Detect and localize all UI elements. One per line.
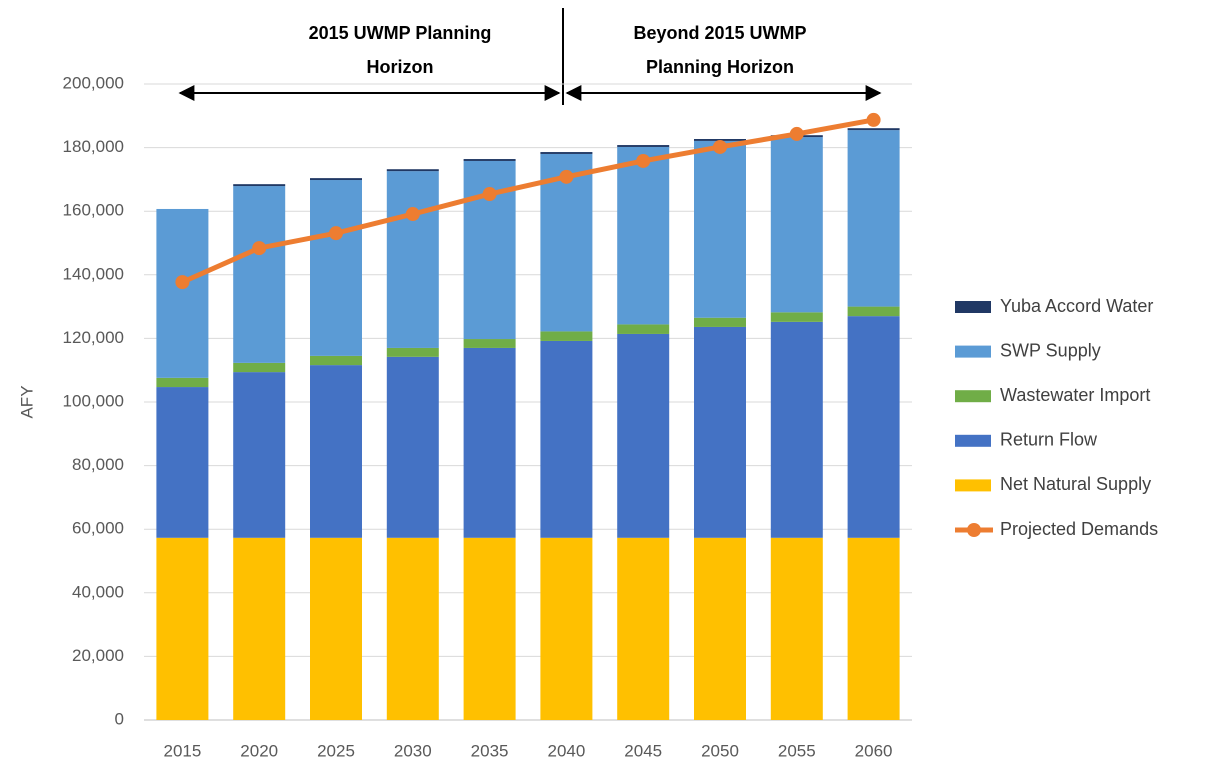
annotation: Beyond 2015 UWMP — [633, 23, 806, 43]
bar-segment — [540, 331, 593, 341]
y-tick-label: 60,000 — [72, 519, 124, 538]
point — [405, 207, 420, 222]
bar-segment — [233, 186, 286, 363]
bar-segment — [156, 208, 209, 378]
bar-segment — [156, 537, 209, 720]
point — [559, 169, 574, 184]
bar-segment — [540, 152, 593, 154]
bar-segment — [386, 171, 439, 348]
legend-swatch — [955, 345, 991, 358]
y-tick-label: 160,000 — [63, 201, 124, 220]
x-tick-label: 2035 — [471, 741, 509, 760]
bar-segment — [310, 180, 362, 356]
legend-label: Return Flow — [1000, 430, 1098, 450]
x-tick-label: 2030 — [394, 741, 432, 760]
bar-segment — [463, 347, 516, 538]
bar-segment — [847, 130, 900, 307]
bar-segment — [770, 312, 823, 322]
bar-segment — [617, 537, 670, 720]
bar-segment — [233, 372, 286, 538]
bar-segment — [310, 537, 362, 720]
legend-label: Wastewater Import — [1000, 385, 1150, 405]
point — [252, 241, 267, 256]
y-tick-label: 140,000 — [63, 264, 124, 283]
bar-segment — [770, 137, 823, 313]
bar-segment — [386, 537, 439, 720]
legend-label: SWP Supply — [1000, 340, 1101, 360]
y-tick-label: 200,000 — [63, 73, 124, 92]
bar-segment — [156, 377, 209, 388]
legend-swatch — [955, 390, 991, 403]
bar-segment — [463, 159, 516, 161]
point — [866, 112, 881, 127]
bar-segment — [694, 537, 746, 720]
x-tick-label: 2020 — [240, 741, 278, 760]
bar-segment — [463, 339, 516, 348]
bar-segment — [770, 321, 823, 538]
legend-label: Yuba Accord Water — [1000, 296, 1153, 316]
annotation: Horizon — [367, 57, 434, 77]
bar-segment — [386, 356, 439, 538]
annotation: Planning Horizon — [646, 57, 794, 77]
bar-segment — [847, 537, 900, 720]
bar-segment — [694, 140, 746, 318]
legend-swatch — [955, 301, 991, 313]
bar-segment — [847, 306, 900, 317]
y-tick-label: 40,000 — [72, 582, 124, 601]
x-tick-label: 2060 — [855, 741, 893, 760]
y-tick-label: 180,000 — [63, 137, 124, 156]
bar-segment — [617, 146, 670, 325]
bar-segment — [463, 537, 516, 720]
y-tick-label: 120,000 — [63, 328, 124, 347]
bar-segment — [694, 326, 746, 538]
bar-segment — [310, 178, 362, 181]
bar-segment — [233, 184, 286, 187]
point — [482, 187, 497, 202]
point — [175, 275, 190, 290]
y-tick-label: 0 — [115, 709, 124, 728]
y-tick-label: 20,000 — [72, 646, 124, 665]
bar-segment — [310, 355, 362, 366]
y-tick-label: 100,000 — [63, 391, 124, 410]
bar-segment — [386, 347, 439, 357]
bar-segment — [694, 317, 746, 327]
y-tick-label: 80,000 — [72, 455, 124, 474]
point — [789, 126, 804, 141]
bar-segment — [770, 537, 823, 720]
legend-swatch — [967, 523, 981, 537]
x-tick-label: 2040 — [547, 741, 585, 760]
x-tick-label: 2015 — [163, 741, 201, 760]
bar-segment — [386, 169, 439, 172]
annotation: 2015 UWMP Planning — [309, 23, 492, 43]
bar-segment — [540, 340, 593, 538]
point — [329, 226, 343, 241]
bar-segment — [540, 537, 593, 720]
legend-swatch — [955, 434, 991, 447]
bar-segment — [310, 365, 362, 538]
bar-segment — [617, 333, 670, 538]
bar-segment — [847, 128, 900, 131]
bar-segment — [847, 316, 900, 538]
x-tick-label: 2045 — [624, 741, 662, 760]
legend-label: Projected Demands — [1000, 519, 1158, 539]
legend-label: Net Natural Supply — [1000, 474, 1151, 494]
bar-segment — [156, 387, 209, 538]
bar-segment — [617, 145, 670, 147]
point — [713, 139, 727, 154]
legend-swatch — [955, 479, 991, 492]
x-tick-label: 2025 — [317, 741, 355, 760]
line — [181, 117, 875, 285]
bar-segment — [233, 537, 286, 720]
y-axis-label: AFY — [17, 385, 36, 418]
x-tick-label: 2050 — [701, 741, 739, 760]
bar-segment — [617, 324, 670, 334]
x-tick-label: 2055 — [778, 741, 816, 760]
bar-segment — [233, 362, 286, 373]
point — [636, 153, 651, 168]
